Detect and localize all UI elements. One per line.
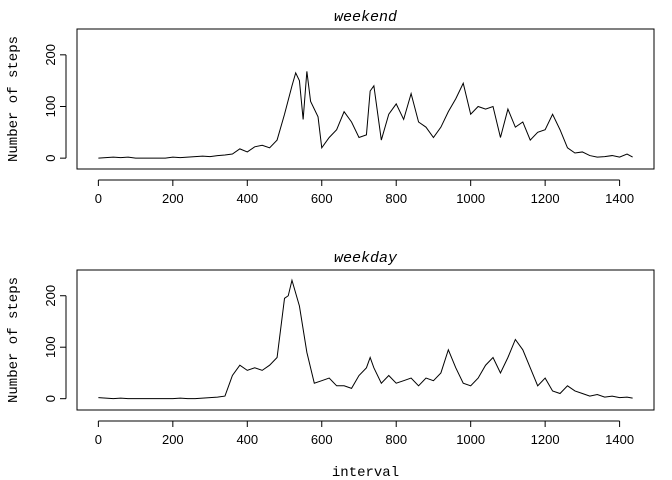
- y-tick-label: 100: [43, 336, 58, 358]
- x-tick-label: 600: [311, 191, 333, 206]
- plot-frame: [76, 28, 655, 170]
- x-tick-label: 0: [95, 432, 102, 447]
- y-axis-label: Number of steps: [6, 277, 22, 403]
- x-tick-label: 400: [236, 432, 258, 447]
- plot-frame: [76, 269, 655, 411]
- x-tick-label: 1000: [456, 191, 485, 206]
- x-tick-label: 200: [162, 191, 184, 206]
- panel-title: weekend: [334, 9, 397, 26]
- data-line: [98, 278, 633, 400]
- x-tick-label: 1400: [605, 432, 634, 447]
- x-axis-label: interval: [332, 465, 399, 480]
- y-tick-label: 200: [43, 285, 58, 307]
- x-tick-label: 1200: [531, 432, 560, 447]
- x-tick-label: 800: [385, 432, 407, 447]
- x-tick-label: 1000: [456, 432, 485, 447]
- x-tick-label: 0: [95, 191, 102, 206]
- y-tick-label: 0: [43, 395, 58, 402]
- x-tick-label: 200: [162, 432, 184, 447]
- y-tick-label: 0: [43, 155, 58, 162]
- x-tick-label: 400: [236, 191, 258, 206]
- data-line: [98, 71, 633, 159]
- x-tick-label: 1400: [605, 191, 634, 206]
- x-tick-label: 800: [385, 191, 407, 206]
- panel-title: weekday: [334, 250, 398, 267]
- x-tick-label: 600: [311, 432, 333, 447]
- y-axis-label: Number of steps: [6, 36, 22, 162]
- x-tick-label: 1200: [531, 191, 560, 206]
- y-tick-label: 200: [43, 44, 58, 66]
- y-tick-label: 100: [43, 96, 58, 118]
